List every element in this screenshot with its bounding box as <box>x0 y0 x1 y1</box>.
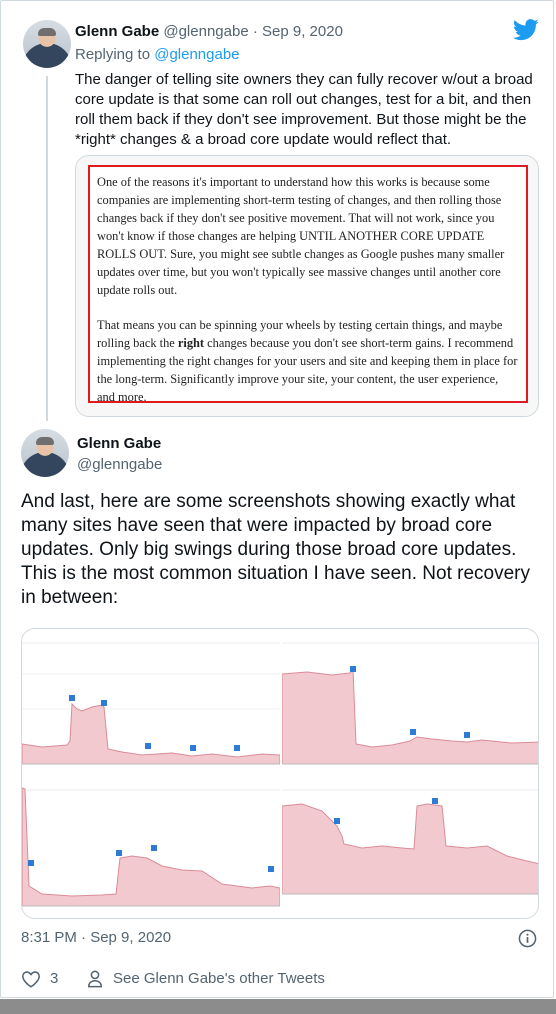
author-name[interactable]: Glenn Gabe <box>77 435 162 452</box>
excerpt-bold-word: right <box>177 336 205 350</box>
highlighted-excerpt: One of the reasons it's important to und… <box>88 165 528 406</box>
excerpt-text: That means you can be spinning your whee… <box>97 318 503 350</box>
traffic-graph <box>22 787 280 907</box>
info-icon[interactable] <box>518 929 537 948</box>
excerpt-paragraph-2: That means you can be spinning your whee… <box>97 316 519 406</box>
grid-divider <box>280 629 282 918</box>
author-handle[interactable]: @glenngabe <box>77 456 163 473</box>
traffic-graph <box>22 642 280 765</box>
parent-tweet-header: Glenn Gabe @glenngabe · Sep 9, 2020 <box>75 23 343 40</box>
twitter-bird-icon[interactable] <box>513 19 539 41</box>
author-name[interactable]: Glenn Gabe <box>75 23 160 40</box>
main-tweet-text: And last, here are some screenshots show… <box>21 491 530 608</box>
traffic-screenshot-2[interactable] <box>282 629 538 774</box>
thread-connector <box>46 76 48 421</box>
heart-icon[interactable] <box>21 970 41 988</box>
traffic-graph <box>282 642 538 765</box>
traffic-screenshot-3[interactable] <box>22 776 280 918</box>
traffic-screenshot-4[interactable] <box>282 776 538 918</box>
avatar[interactable] <box>23 20 71 68</box>
quoted-image[interactable]: One of the reasons it's important to und… <box>75 155 539 417</box>
excerpt-text: changes because you don't see short-term… <box>97 336 518 404</box>
page-bottom-bar <box>0 999 556 1014</box>
traffic-screenshot-1[interactable] <box>22 629 280 774</box>
other-tweets-link[interactable]: See Glenn Gabe's other Tweets <box>113 970 325 987</box>
replying-handle-link[interactable]: @glenngabe <box>154 46 240 63</box>
excerpt-paragraph-1: One of the reasons it's important to und… <box>97 175 505 297</box>
tweet-timestamp[interactable]: 8:31 PM · Sep 9, 2020 <box>21 929 172 946</box>
like-count[interactable]: 3 <box>50 970 59 987</box>
avatar[interactable] <box>21 429 69 477</box>
traffic-graph <box>282 789 538 895</box>
person-icon <box>87 970 103 988</box>
screenshots-grid[interactable] <box>21 628 539 919</box>
separator-dot: · <box>252 23 258 40</box>
replying-label: Replying to <box>75 46 151 63</box>
replying-to: Replying to @glenngabe <box>75 46 240 63</box>
author-handle[interactable]: @glenngabe <box>163 23 249 40</box>
grid-divider <box>22 774 538 776</box>
tweet-date[interactable]: Sep 9, 2020 <box>262 23 343 40</box>
parent-tweet-text: The danger of telling site owners they c… <box>75 71 533 148</box>
